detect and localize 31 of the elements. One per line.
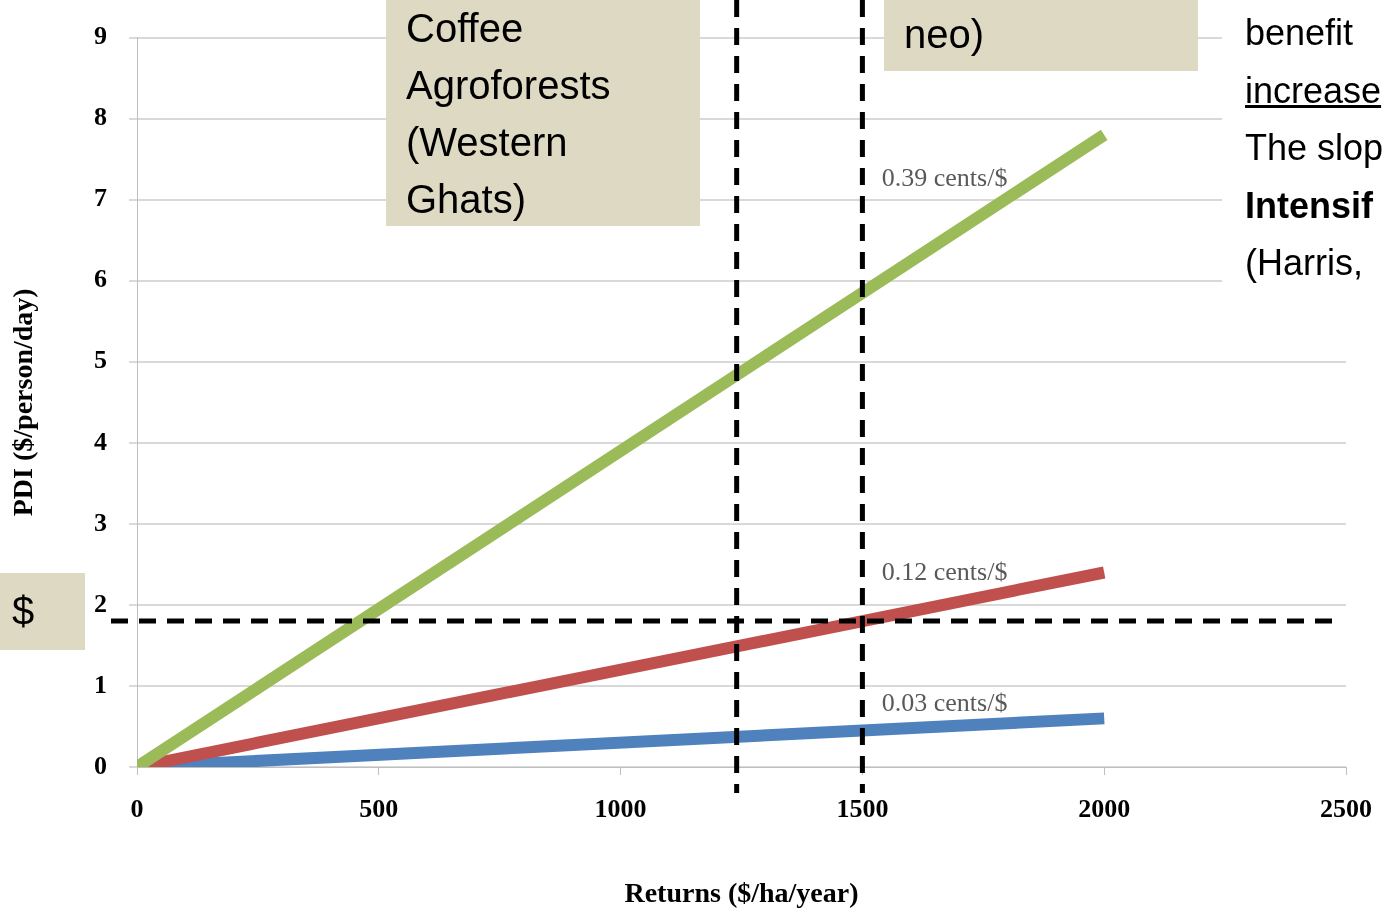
callout-box: Coffee Agroforests (Western Ghats)	[386, 0, 700, 226]
annotation: The slop	[1245, 127, 1384, 168]
y-tick-label: 3	[94, 507, 107, 537]
x-tick-label: 0	[130, 794, 144, 824]
y-tick-label: 8	[94, 102, 107, 132]
x-tick-label: 1500	[836, 794, 889, 824]
annotation: (Harris,	[1245, 242, 1363, 283]
x-tick-label: 2000	[1078, 794, 1131, 824]
series-label: 0.12 cents/$	[881, 556, 1008, 586]
y-tick-label: 0	[94, 750, 107, 780]
series-label: 0.03 cents/$	[881, 688, 1008, 718]
callout-box: $	[0, 573, 85, 650]
annotation: neo)	[904, 12, 985, 56]
annotation: Coffee Agroforests (Western Ghats)	[406, 6, 611, 221]
y-tick-label: 4	[94, 426, 107, 456]
y-tick-label: 6	[94, 264, 107, 294]
annotation: benefit	[1245, 12, 1354, 53]
x-tick-label: 500	[359, 794, 399, 824]
x-axis-title: Returns ($/ha/year)	[624, 877, 859, 909]
y-tick-label: 9	[94, 21, 107, 51]
x-tick-label: 1000	[594, 794, 647, 824]
y-tick-label: 2	[94, 588, 107, 618]
annotation: increase	[1245, 69, 1382, 111]
callout-box: neo)	[884, 0, 1198, 71]
y-tick-label: 1	[94, 669, 107, 699]
series-label: 0.39 cents/$	[881, 163, 1008, 193]
y-tick-label: 7	[94, 183, 107, 213]
y-tick-label: 5	[94, 345, 107, 375]
annotation: Intensif	[1245, 184, 1374, 226]
y-axis-title: PDI ($/person/day)	[7, 288, 39, 517]
x-tick-label: 2500	[1320, 794, 1372, 824]
